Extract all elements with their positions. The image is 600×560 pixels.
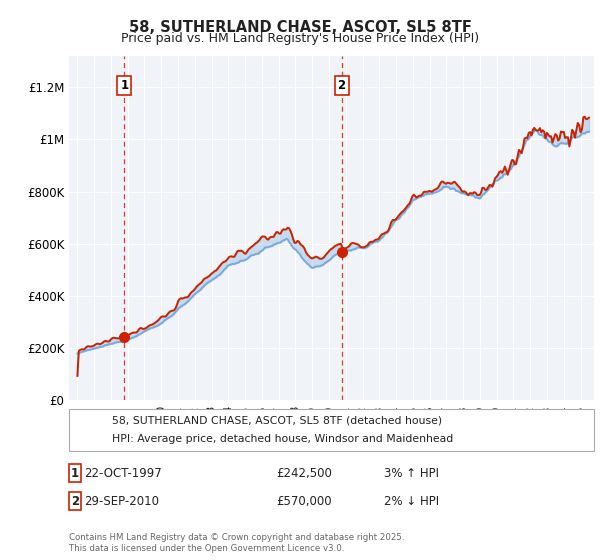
Text: Contains HM Land Registry data © Crown copyright and database right 2025.
This d: Contains HM Land Registry data © Crown c… bbox=[69, 533, 404, 553]
Text: 58, SUTHERLAND CHASE, ASCOT, SL5 8TF: 58, SUTHERLAND CHASE, ASCOT, SL5 8TF bbox=[128, 20, 472, 35]
Text: Price paid vs. HM Land Registry's House Price Index (HPI): Price paid vs. HM Land Registry's House … bbox=[121, 32, 479, 45]
Text: 2% ↓ HPI: 2% ↓ HPI bbox=[384, 494, 439, 508]
Text: £570,000: £570,000 bbox=[276, 494, 332, 508]
Text: 1: 1 bbox=[71, 466, 79, 480]
Text: 2: 2 bbox=[338, 79, 346, 92]
Text: 29-SEP-2010: 29-SEP-2010 bbox=[84, 494, 159, 508]
Text: 3% ↑ HPI: 3% ↑ HPI bbox=[384, 466, 439, 480]
Text: 1: 1 bbox=[120, 79, 128, 92]
Text: 58, SUTHERLAND CHASE, ASCOT, SL5 8TF (detached house): 58, SUTHERLAND CHASE, ASCOT, SL5 8TF (de… bbox=[112, 416, 442, 426]
Text: 22-OCT-1997: 22-OCT-1997 bbox=[84, 466, 161, 480]
Text: HPI: Average price, detached house, Windsor and Maidenhead: HPI: Average price, detached house, Wind… bbox=[112, 434, 454, 444]
Text: £242,500: £242,500 bbox=[276, 466, 332, 480]
Text: 2: 2 bbox=[71, 494, 79, 508]
